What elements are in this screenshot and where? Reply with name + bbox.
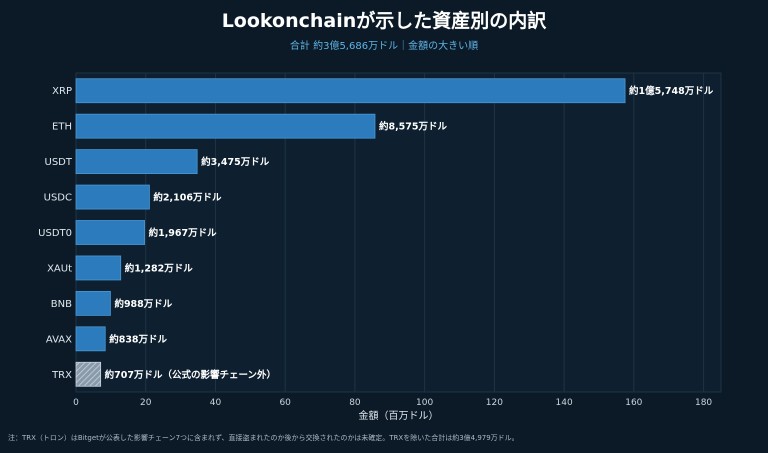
x-tick-label: 0 — [73, 398, 79, 408]
x-tick-label: 100 — [416, 398, 433, 408]
y-tick-label: TRX — [51, 370, 72, 381]
x-axis-label: 金額（百万ドル） — [359, 409, 439, 422]
y-tick-label: USDT — [45, 157, 73, 168]
bar-usdt0 — [75, 220, 145, 245]
x-tick-label: 20 — [140, 398, 152, 408]
chart-subtitle: 合計 約3億5,686万ドル｜金額の大きい順 — [289, 41, 479, 52]
y-tick-label: BNB — [51, 299, 72, 310]
y-tick-label: USDC — [44, 193, 72, 204]
footnote: 注：TRX（トロン）はBitgetが公表した影響チェーン7つに含まれず、直接盗ま… — [8, 434, 519, 442]
bar-trx — [75, 361, 102, 387]
y-tick-label: AVAX — [46, 334, 72, 345]
x-tick-label: 80 — [349, 398, 361, 408]
bar-usdc — [75, 184, 150, 210]
bar-eth — [75, 113, 376, 139]
data-label: 約988万ドル — [114, 298, 172, 310]
x-tick-label: 140 — [556, 398, 573, 408]
bar-avax — [75, 326, 106, 352]
bar-xrp — [75, 78, 626, 104]
x-tick-label: 180 — [695, 398, 712, 408]
bar-bnb — [75, 290, 111, 316]
chart-title: Lookonchainが示した資産別の内訳 — [221, 10, 547, 32]
x-tick-label: 160 — [625, 398, 642, 408]
x-tick-label: 60 — [279, 398, 291, 408]
data-label: 約838万ドル — [109, 333, 167, 345]
data-label: 約2,106万ドル — [153, 192, 222, 204]
data-label: 約1億5,748万ドル — [629, 85, 714, 97]
data-label: 約3,475万ドル — [201, 156, 270, 168]
data-label: 約707万ドル（公式の影響チェーン外） — [105, 369, 276, 381]
y-tick-label: USDT0 — [38, 228, 72, 239]
y-tick-label: XAUt — [47, 263, 72, 274]
x-tick-label: 40 — [210, 398, 222, 408]
y-tick-label: ETH — [52, 122, 72, 133]
data-label: 約1,967万ドル — [149, 227, 218, 239]
data-label: 約8,575万ドル — [379, 121, 448, 133]
bar-xaut — [75, 255, 122, 281]
data-label: 約1,282万ドル — [125, 262, 194, 274]
bar-usdt — [75, 149, 198, 175]
y-tick-label: XRP — [52, 86, 72, 97]
x-tick-label: 120 — [486, 398, 503, 408]
